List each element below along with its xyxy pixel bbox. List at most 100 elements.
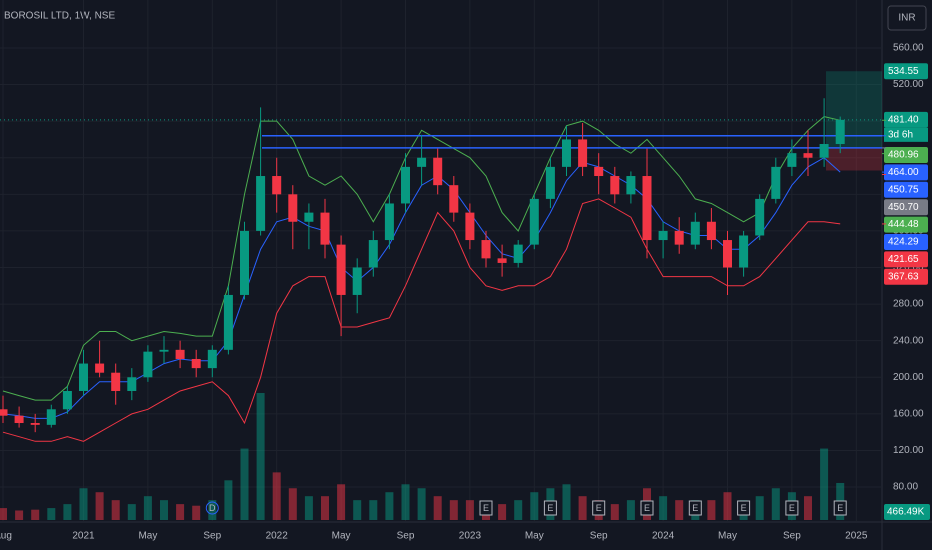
price-label: 424.29 — [888, 237, 919, 248]
volume-bar — [63, 504, 72, 520]
volume-bar — [272, 472, 281, 520]
event-icon — [640, 500, 654, 516]
volume-bar — [353, 500, 362, 520]
candle-body — [497, 258, 507, 263]
y-tick-label: 160.00 — [893, 409, 924, 420]
x-tick-label: 2022 — [266, 531, 289, 542]
candle-body — [46, 409, 56, 425]
candle-body — [578, 139, 588, 167]
price-label-box — [884, 216, 928, 233]
volume-bar — [530, 492, 539, 520]
candle-body — [755, 198, 765, 236]
volume-bar — [79, 488, 88, 520]
volume-bar — [417, 488, 426, 520]
price-label: 367.63 — [888, 271, 919, 282]
volume-bar — [127, 504, 136, 520]
band-line — [2, 157, 841, 419]
target-label-box — [884, 63, 928, 80]
candle-body — [207, 349, 217, 369]
price-label: 450.70 — [888, 202, 919, 213]
candle-body — [690, 221, 700, 245]
countdown-box — [884, 127, 928, 142]
candle-body — [803, 153, 813, 158]
y-tick-label: 320.00 — [893, 262, 924, 273]
volume-bar — [562, 484, 571, 520]
y-tick-label: 560.00 — [893, 43, 924, 54]
volume-bar — [192, 505, 201, 520]
x-tick-label: 2023 — [459, 531, 482, 542]
price-label: 421.65 — [888, 254, 919, 265]
price-label-box — [884, 164, 928, 181]
candle-body — [62, 390, 72, 410]
price-label-box — [884, 268, 928, 285]
x-tick-label: 2025 — [845, 531, 868, 542]
event-label: D — [209, 503, 216, 513]
candle-body — [127, 377, 137, 391]
x-tick-label: May — [138, 531, 157, 542]
event-icon — [737, 500, 751, 516]
candle-body — [819, 144, 829, 158]
stop-zone — [826, 147, 882, 171]
candle-body — [723, 240, 732, 268]
event-icon — [785, 500, 799, 516]
volume-bar — [449, 500, 458, 520]
volume-bar — [111, 500, 120, 520]
volume-bar — [707, 500, 716, 520]
candle-body — [368, 240, 378, 268]
volume-bar — [820, 448, 829, 520]
volume-label: 466.49K — [887, 507, 925, 518]
target-label: 534.55 — [888, 66, 919, 77]
candle-body — [304, 212, 314, 222]
event-icon — [205, 501, 219, 515]
candle-body — [288, 194, 298, 222]
volume-bar — [288, 488, 297, 520]
band-line — [2, 116, 841, 401]
volume-bar — [369, 500, 378, 520]
volume-bar — [385, 492, 394, 520]
volume-bar — [95, 492, 104, 520]
price-label-box — [884, 147, 928, 163]
volume-bar — [0, 508, 7, 520]
candle-body — [481, 240, 491, 259]
volume-bar — [401, 484, 410, 520]
volume-bar — [723, 492, 732, 520]
candle-body — [401, 166, 410, 204]
candle-body — [320, 212, 330, 245]
candle-body — [79, 363, 88, 391]
price-label: 480.96 — [888, 150, 919, 161]
price-label-box — [884, 181, 928, 198]
event-label: E — [692, 503, 698, 513]
candle-body — [223, 294, 233, 350]
event-label: E — [644, 503, 650, 513]
volume-bar — [240, 448, 249, 520]
currency-button[interactable] — [887, 5, 927, 31]
candle-body — [175, 349, 185, 359]
candle-body — [674, 230, 684, 245]
volume-bar — [626, 500, 635, 520]
x-tick-label: Sep — [590, 531, 608, 542]
currency[interactable]: INR — [898, 13, 915, 24]
event-icon — [479, 500, 493, 516]
volume-bar — [176, 504, 185, 520]
x-tick-label: May — [332, 531, 351, 542]
candle-body — [352, 267, 362, 295]
last-price-label: 481.40 — [888, 114, 919, 125]
volume-bar — [208, 500, 217, 520]
candle-body — [658, 230, 668, 241]
candle-body — [545, 166, 555, 199]
candle-body — [433, 157, 443, 186]
candle-body — [465, 212, 475, 241]
volume-bar — [224, 480, 233, 520]
volume-bar — [337, 484, 346, 520]
price-label: 444.48 — [888, 219, 919, 230]
event-label: E — [741, 503, 747, 513]
y-tick-label: 200.00 — [893, 372, 924, 383]
candle-body — [30, 423, 40, 425]
y-tick-label: 280.00 — [893, 299, 924, 310]
event-label: E — [483, 503, 489, 513]
x-tick-label: Sep — [397, 531, 415, 542]
price-label: 450.75 — [888, 184, 919, 195]
x-tick-label: May — [525, 531, 544, 542]
